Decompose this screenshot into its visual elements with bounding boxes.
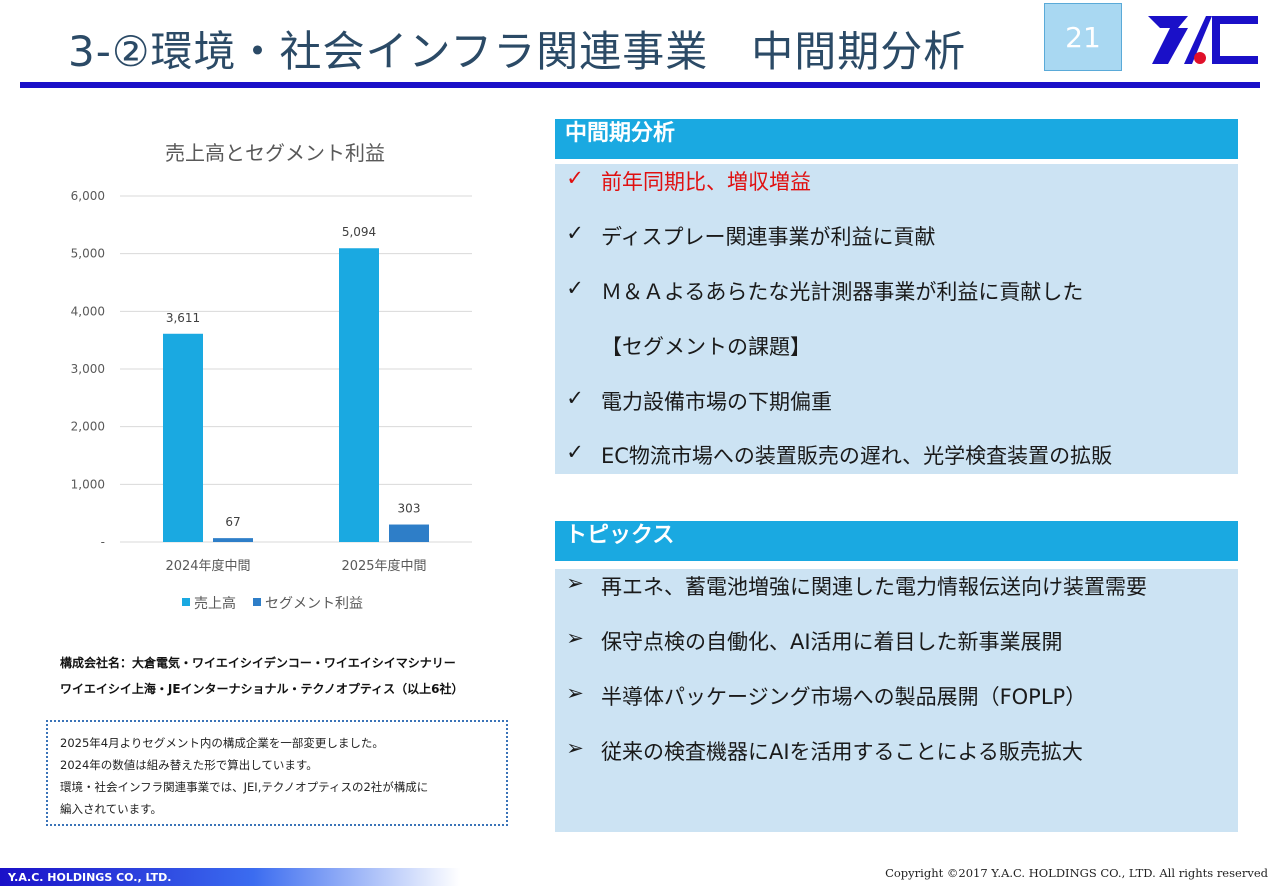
y-tick-label: -: [101, 535, 105, 549]
analysis-heading: 中間期分析: [555, 119, 1238, 159]
legend-swatch: [253, 598, 261, 606]
arrow-bullet-icon: ➢: [566, 571, 584, 595]
y-tick-label: 1,000: [71, 477, 105, 491]
analysis-item-text: 前年同期比、増収増益: [601, 170, 811, 194]
page-title: 3-②環境・社会インフラ関連事業 中間期分析: [68, 27, 967, 76]
data-label: 303: [398, 502, 421, 516]
y-tick-label: 4,000: [71, 304, 105, 318]
legend-swatch: [182, 598, 190, 606]
company-list: 構成会社名：大倉電気・ワイエイシイデンコー・ワイエイシイマシナリー ワイエイシイ…: [60, 650, 463, 702]
x-tick-label: 2024年度中間: [165, 558, 250, 574]
analysis-item-text: Ｍ＆Ａよるあらたな光計測器事業が利益に貢献した: [601, 280, 1084, 304]
footer-copyright: Copyright ©2017 Y.A.C. HOLDINGS CO., LTD…: [885, 866, 1268, 880]
analysis-item-text: EC物流市場への装置販売の遅れ、光学検査装置の拡販: [601, 444, 1113, 468]
company-list-line: ワイエイシイ上海・JEインターナショナル・テクノオプティス（以上6社）: [60, 682, 464, 696]
y-tick-label: 3,000: [71, 362, 105, 376]
legend-label: セグメント利益: [265, 596, 363, 612]
topic-item-text: 保守点検の自働化、AI活用に着目した新事業展開: [601, 630, 1063, 654]
legend-label: 売上高: [194, 595, 236, 612]
check-icon: ✓: [566, 166, 584, 190]
topic-item-text: 半導体パッケージング市場への製品展開（FOPLP）: [601, 685, 1087, 709]
company-list-line: 構成会社名：大倉電気・ワイエイシイデンコー・ワイエイシイマシナリー: [60, 656, 456, 670]
topic-item-text: 再エネ、蓄電池増強に関連した電力情報伝送向け装置需要: [601, 575, 1147, 599]
arrow-bullet-icon: ➢: [566, 681, 584, 705]
analysis-item-text: 電力設備市場の下期偏重: [601, 390, 832, 414]
topics-panel: ➢ 再エネ、蓄電池増強に関連した電力情報伝送向け装置需要 ➢ 保守点検の自働化、…: [555, 569, 1238, 832]
note-box: 2025年4月よりセグメント内の構成企業を一部変更しました。 2024年の数値は…: [46, 720, 508, 826]
check-icon: ✓: [566, 386, 584, 410]
note-line: 2024年の数値は組み替えた形で算出しています。: [60, 758, 318, 772]
y-tick-label: 5,000: [71, 247, 105, 261]
data-label: 5,094: [342, 225, 376, 239]
y-tick-label: 6,000: [71, 189, 105, 203]
topic-item-text: 従来の検査機器にAIを活用することによる販売拡大: [601, 740, 1083, 764]
page-number: 21: [1044, 3, 1122, 71]
footer-band: [0, 868, 460, 886]
analysis-item-text: ディスプレー関連事業が利益に貢献: [601, 225, 936, 249]
x-tick-label: 2025年度中間: [341, 558, 426, 574]
note-line: 編入されています。: [60, 802, 163, 816]
topics-heading: トピックス: [555, 521, 1238, 561]
arrow-bullet-icon: ➢: [566, 626, 584, 650]
check-icon: ✓: [566, 276, 584, 300]
data-label: 3,611: [166, 311, 200, 325]
bar: [163, 333, 203, 542]
analysis-item-text: 【セグメントの課題】: [601, 335, 811, 359]
data-label: 67: [225, 515, 240, 529]
bar: [213, 538, 253, 542]
check-icon: ✓: [566, 440, 584, 464]
bar: [389, 524, 429, 542]
footer-company: Y.A.C. HOLDINGS CO., LTD.: [8, 871, 172, 884]
arrow-bullet-icon: ➢: [566, 736, 584, 760]
note-line: 環境・社会インフラ関連事業では、JEI,テクノオプティスの2社が構成に: [60, 780, 429, 794]
chart-title: 売上高とセグメント利益: [165, 141, 385, 165]
check-icon: ✓: [566, 221, 584, 245]
title-divider: [20, 82, 1260, 88]
bar: [339, 248, 379, 542]
y-tick-label: 2,000: [71, 420, 105, 434]
note-line: 2025年4月よりセグメント内の構成企業を一部変更しました。: [60, 736, 384, 750]
analysis-panel: ✓ 前年同期比、増収増益 ✓ ディスプレー関連事業が利益に貢献 ✓ Ｍ＆Ａよるあ…: [555, 164, 1238, 474]
bar-chart: 売上高とセグメント利益 - 1,000 2,000 3,000 4,000 5,000 6,…: [71, 141, 472, 612]
yac-logo-icon: [1148, 16, 1258, 64]
